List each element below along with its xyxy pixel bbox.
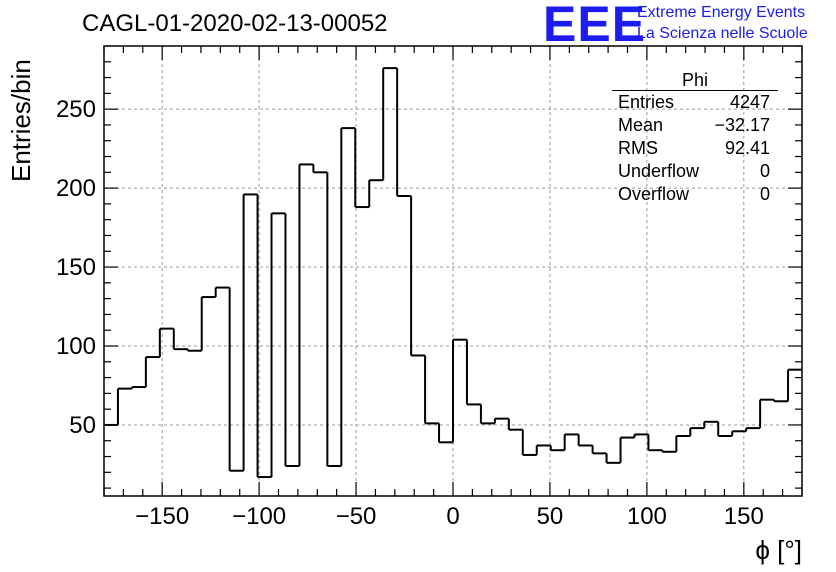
stats-row-overflow: Overflow 0 [612,183,778,206]
stats-value: 0 [759,184,770,204]
stats-row-entries: Entries 4247 [612,91,778,114]
x-tick-label: −150 [135,503,189,530]
stats-label: Overflow [618,184,690,204]
stats-label: Entries [618,92,675,112]
stats-value: 0 [759,161,770,181]
x-axis-label: ϕ [°] [755,535,802,565]
y-tick-label: 100 [56,333,96,360]
stats-label: Mean [618,115,664,135]
stats-label: Underflow [618,161,700,181]
x-tick-label: −100 [232,503,286,530]
stats-row-rms: RMS 92.41 [612,137,778,160]
chart-title: CAGL-01-2020-02-13-00052 [82,10,388,37]
y-tick-label: 150 [56,254,96,281]
stats-label: RMS [618,138,658,158]
y-tick-label: 250 [56,96,96,123]
stats-box: Phi Entries 4247 Mean −32.17 RMS 92.41 U… [612,70,778,206]
x-tick-label: 100 [627,503,667,530]
stats-value: 92.41 [724,138,770,158]
stats-box-name: Phi [612,70,778,91]
eee-logo: EEE [543,0,647,52]
stats-row-underflow: Underflow 0 [612,160,778,183]
x-tick-label: −50 [336,503,377,530]
stats-row-mean: Mean −32.17 [612,114,778,137]
logo-line-1: Extreme Energy Events [637,4,806,21]
x-tick-label: 0 [446,503,459,530]
stats-value: 4247 [729,92,770,112]
x-tick-label: 150 [724,503,764,530]
y-tick-label: 50 [69,412,96,439]
y-tick-label: 200 [56,175,96,202]
y-axis-label: Entries/bin [6,59,36,182]
stats-value: −32.17 [714,115,770,135]
x-tick-label: 50 [537,503,564,530]
logo-line-2: La Scienza nelle Scuole [637,25,808,42]
